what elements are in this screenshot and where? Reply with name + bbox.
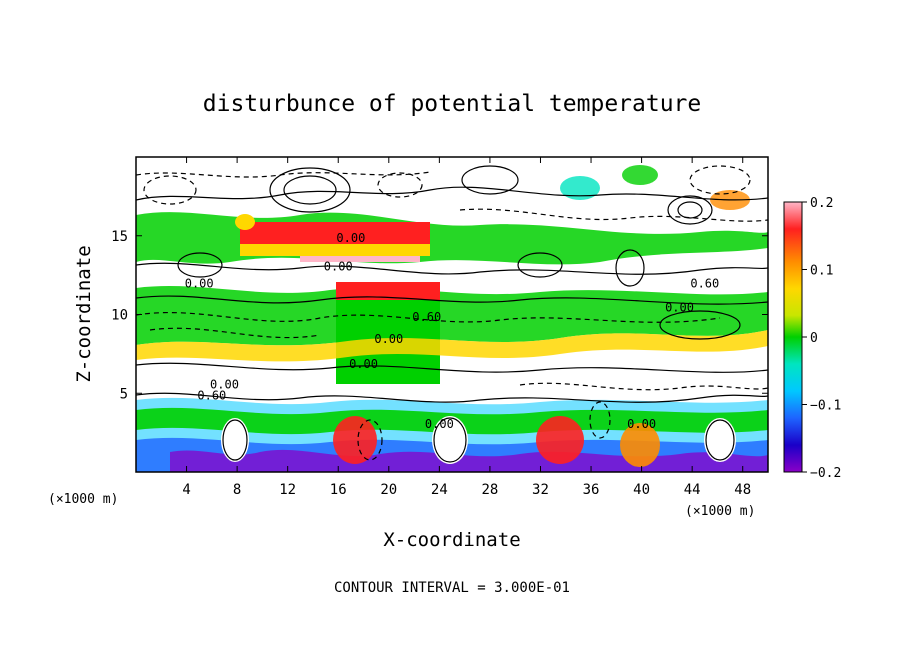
contour-labels: 0.000.000.00 0.600.000.600.000.000.000.60… — [185, 231, 720, 431]
contour-line — [136, 262, 768, 275]
contour-label: 0.00 — [185, 277, 214, 291]
contour-line — [136, 186, 768, 201]
contour-label: 0.00 — [425, 417, 454, 431]
contour-label: 0.60 — [197, 389, 226, 403]
x-axis-unit-right: (×1000 m) — [685, 504, 755, 519]
dashed-contour-line — [459, 208, 768, 222]
contour-loop — [659, 310, 741, 340]
contour-loop — [177, 252, 223, 278]
band-lower-purple — [170, 449, 768, 472]
contour-label: 0.00 — [349, 357, 378, 371]
contour-label: 0.00 — [374, 332, 403, 346]
x-tick-label: 24 — [431, 482, 448, 498]
dashed-contour-line — [136, 171, 431, 178]
dashed-contour-loop — [143, 175, 197, 205]
contour-label: 0.00 — [210, 378, 239, 392]
contour-label: 0.00 — [627, 417, 656, 431]
y-axis: 5 10 15 — [111, 229, 768, 402]
band-upper-yellow — [240, 244, 430, 256]
contour-loop — [667, 195, 713, 225]
x-tick-label: 12 — [279, 482, 296, 498]
colorbar-tick-label: 0.2 — [810, 196, 833, 211]
plot-field: 0.000.000.00 0.600.000.600.000.000.000.60… — [136, 157, 768, 472]
contour-loop — [517, 252, 563, 278]
lower-red-blob-2 — [536, 416, 584, 464]
upper-cyan-blob — [560, 176, 600, 200]
contour-line — [136, 295, 768, 305]
y-tick-label: 5 — [120, 386, 128, 402]
colorbar-ticks: 0.2 0.1 0 −0.1 −0.2 — [802, 196, 841, 481]
x-tick-label: 8 — [233, 482, 241, 498]
upper-green-blob — [622, 165, 658, 185]
contour-label: 0.60 — [690, 277, 719, 291]
contour-line — [136, 362, 768, 373]
y-axis-label: Z-coordinate — [73, 245, 95, 382]
dashed-contour-line — [149, 327, 321, 339]
x-tick-label: 40 — [633, 482, 650, 498]
colorbar-tick-label: 0.1 — [810, 264, 833, 279]
contour-label: 0.00 — [336, 231, 365, 245]
x-axis-label: X-coordinate — [383, 529, 520, 551]
lower-red-blob-3 — [620, 423, 660, 467]
dashed-contours — [136, 165, 768, 461]
contour-loop — [677, 201, 703, 219]
contour-loop — [433, 417, 467, 463]
colorbar-tick-label: −0.1 — [810, 399, 841, 414]
x-tick-label: 48 — [734, 482, 751, 498]
contour-loop — [705, 419, 735, 461]
chart-title: disturbunce of potential temperature — [203, 91, 702, 117]
dashed-contour-loop — [589, 401, 611, 439]
dashed-contour-loop — [377, 172, 423, 198]
color-bands — [136, 165, 768, 472]
x-tick-label: 32 — [532, 482, 549, 498]
dashed-contour-line — [519, 382, 768, 391]
lower-white-blob-2 — [432, 416, 468, 464]
x-axis-unit-left: (×1000 m) — [48, 492, 118, 507]
x-tick-label: 28 — [481, 482, 498, 498]
x-tick-label: 16 — [330, 482, 347, 498]
x-tick-label: 36 — [583, 482, 600, 498]
band-middle-yellow — [136, 330, 768, 362]
x-axis: 4 8 12 16 20 24 28 32 36 40 44 48 — [182, 157, 751, 498]
colorbar-tick-label: 0 — [810, 331, 818, 346]
dashed-contour-loop — [689, 165, 751, 195]
lower-white-blob-1 — [221, 418, 249, 462]
contour-label: 0.60 — [412, 310, 441, 324]
y-tick-label: 15 — [111, 229, 128, 245]
band-middle-red — [336, 282, 440, 300]
contour-loop — [222, 419, 248, 461]
contour-loop — [615, 249, 645, 287]
contour-loop — [269, 167, 351, 213]
colorbar — [783, 201, 803, 473]
x-tick-label: 20 — [380, 482, 397, 498]
lower-white-blob-3 — [704, 418, 736, 462]
dashed-contour-line — [136, 312, 721, 323]
contour-loop — [283, 175, 337, 205]
dashed-contour-loop — [357, 419, 383, 461]
contour-label: 0.00 — [324, 259, 353, 273]
contour-line — [136, 392, 768, 403]
band-upper-pink — [300, 256, 420, 262]
contour-label: 0.00 — [665, 300, 694, 314]
band-upper-red — [240, 222, 430, 244]
lower-red-blob-1 — [333, 416, 377, 464]
x-tick-label: 44 — [684, 482, 701, 498]
x-tick-label: 4 — [182, 482, 190, 498]
upper-yellow-blob — [235, 214, 255, 230]
band-middle-green — [136, 286, 768, 346]
y-tick-label: 10 — [111, 308, 128, 324]
contour-lines — [136, 165, 768, 463]
colorbar-tick-label: −0.2 — [810, 466, 841, 481]
contour-loop — [461, 165, 519, 195]
contour-interval: CONTOUR INTERVAL = 3.000E-01 — [334, 580, 570, 596]
